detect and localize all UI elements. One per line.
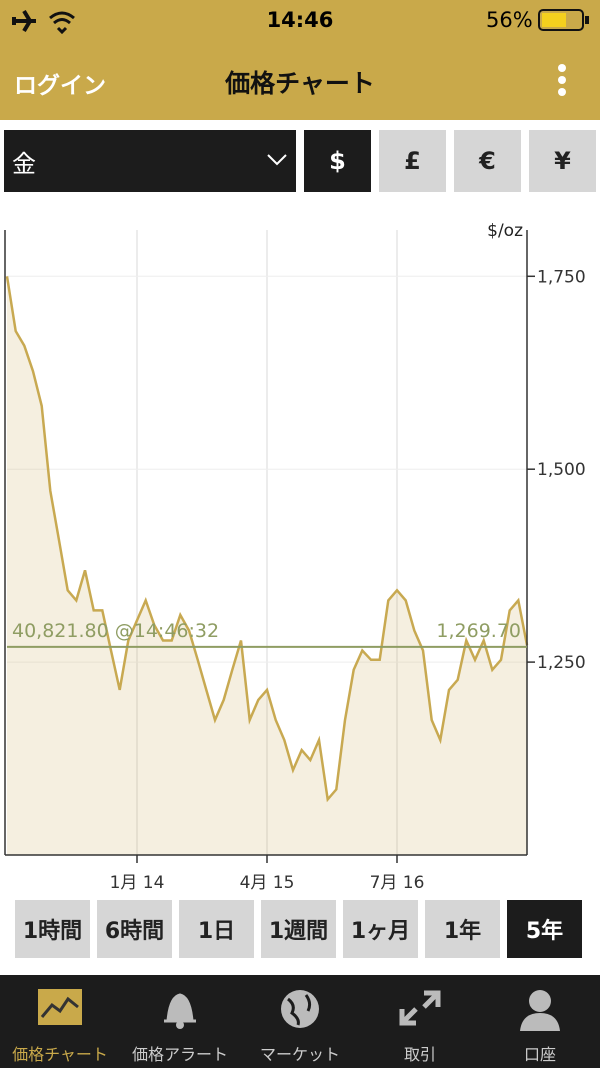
header: 14:46 56% ログイン 価格チャート — [0, 0, 600, 120]
x-tick-label: 7月 16 — [370, 873, 425, 893]
current-price-label: 1,269.70 — [436, 620, 521, 642]
login-button[interactable]: ログイン — [14, 73, 106, 99]
tab-label: マーケット — [259, 1045, 340, 1064]
currency-button[interactable]: ¥ — [529, 130, 596, 192]
tab[interactable]: 口座 — [480, 975, 600, 1068]
range-button[interactable]: 1年 — [425, 900, 500, 958]
battery-percent: 56% — [486, 8, 533, 32]
x-tick-label: 4月 15 — [240, 873, 295, 893]
tab[interactable]: 価格チャート — [0, 975, 120, 1068]
y-tick-label: 1,750 — [537, 267, 586, 287]
currency-button[interactable]: € — [454, 130, 521, 192]
tab-label: 価格アラート — [131, 1045, 228, 1064]
y-tick-label: 1,500 — [537, 460, 586, 480]
price-area — [7, 276, 527, 855]
price-line — [5, 276, 529, 803]
tab-bar: 価格チャート 価格アラート マーケット 取引 口座 — [0, 975, 600, 1068]
tab-label: 口座 — [523, 1045, 556, 1064]
status-icons — [12, 9, 75, 34]
tab-icon — [38, 989, 82, 1025]
y-unit: $/oz — [487, 221, 523, 241]
range-button[interactable]: 6時間 — [97, 900, 172, 958]
battery-icon — [538, 9, 589, 31]
tab-icon — [281, 990, 319, 1028]
x-tick-label: 1月 14 — [110, 873, 165, 893]
tab-label: 価格チャート — [12, 1045, 108, 1064]
page-title: 価格チャート — [225, 69, 375, 98]
range-button[interactable]: 1ヶ月 — [343, 900, 418, 958]
range-button[interactable]: 5年 — [507, 900, 582, 958]
dropdown-arrow — [267, 154, 287, 166]
tab[interactable]: マーケット — [240, 975, 360, 1068]
range-button[interactable]: 1週間 — [261, 900, 336, 958]
tab[interactable]: 価格アラート — [120, 975, 240, 1068]
status-time: 14:46 — [266, 8, 334, 32]
metal-label: 金 — [12, 149, 36, 178]
tab[interactable]: 取引 — [360, 975, 480, 1068]
range-button[interactable]: 1日 — [179, 900, 254, 958]
currency-button[interactable]: £ — [379, 130, 446, 192]
metal-select[interactable]: 金 — [4, 130, 296, 192]
menu-button[interactable] — [552, 62, 572, 100]
tab-icon — [164, 993, 196, 1029]
tab-label: 取引 — [403, 1045, 436, 1064]
tab-icon — [399, 990, 441, 1026]
current-time-label: 40,821.80 @14:46:32 — [12, 620, 219, 642]
currency-button[interactable]: $ — [304, 130, 371, 192]
tab-icon — [520, 990, 560, 1031]
range-button[interactable]: 1時間 — [15, 900, 90, 958]
y-tick-label: 1,250 — [537, 653, 586, 673]
